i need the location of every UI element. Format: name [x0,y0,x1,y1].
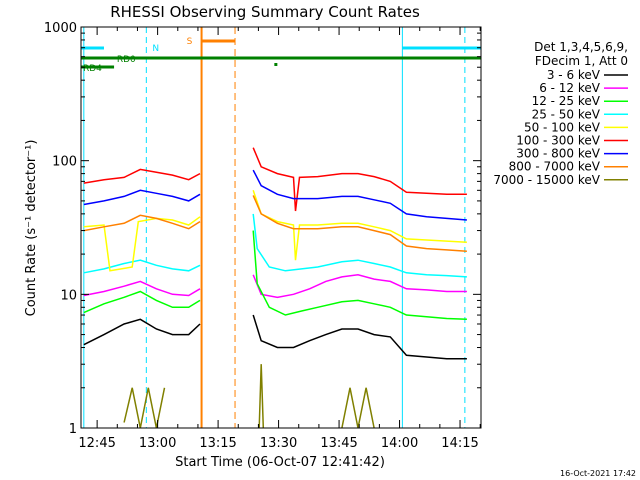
series-line-8 [123,387,166,429]
series-line-8 [341,387,375,429]
rd4-label: RD4 [83,64,102,74]
legend-label: 100 - 300 keV [516,134,600,148]
series-line-5 [252,147,467,212]
series-line-0 [252,314,467,360]
x-tick-label: 13:45 [320,436,357,451]
legend-label: 50 - 100 keV [524,120,601,134]
x-tick-label: 13:30 [260,436,297,451]
legend-label: 800 - 7000 keV [509,160,601,174]
x-tick-label: 14:00 [381,436,418,451]
rd0-flag-dot [274,63,278,66]
y-tick-label: 10 [60,288,77,303]
series-line-1 [83,280,201,297]
y-tick-label: 100 [52,155,77,170]
series-line-7 [83,214,201,232]
x-tick-label: 13:00 [139,436,176,451]
y-tick-label: 1000 [44,21,77,36]
footer-timestamp: 16-Oct-2021 17:42 [560,469,636,478]
series-line-3 [252,213,467,278]
legend-label: 3 - 6 keV [547,68,601,82]
y-axis-label: Count Rate (s⁻¹ detector⁻¹) [24,140,39,317]
legend-label: 7000 - 15000 keV [493,173,600,187]
series-line-7 [252,195,467,253]
series-line-4 [83,216,201,272]
series-line-3 [83,259,201,274]
legend-label: 12 - 25 keV [532,94,601,108]
x-tick-label: 13:15 [199,436,236,451]
series-line-2 [252,230,467,321]
legend-header: FDecim 1, Att 0 [535,54,628,68]
saa-label: S [187,37,193,47]
series-line-5 [83,168,201,184]
legend-label: 6 - 12 keV [539,81,601,95]
legend-header: Det 1,3,4,5,6,9, [534,40,628,54]
plot-frame [80,26,482,429]
x-tick-label: 14:15 [441,436,478,451]
night-label: N [152,44,159,54]
series-line-0 [83,318,201,346]
x-tick-label: 12:45 [78,436,115,451]
series-line-4 [252,190,467,261]
series-line-8 [258,364,265,429]
chart-title: RHESSI Observing Summary Count Rates [110,3,420,21]
series-line-2 [83,290,201,314]
series-line-6 [83,189,201,206]
y-tick-label: 1 [69,422,77,437]
legend-label: 25 - 50 keV [532,107,601,121]
series-line-1 [252,274,467,299]
legend-label: 300 - 800 keV [516,147,600,161]
x-axis-label: Start Time (06-Oct-07 12:41:42) [175,455,385,470]
series-line-6 [252,169,467,221]
rd0-label: RD0 [117,55,136,65]
